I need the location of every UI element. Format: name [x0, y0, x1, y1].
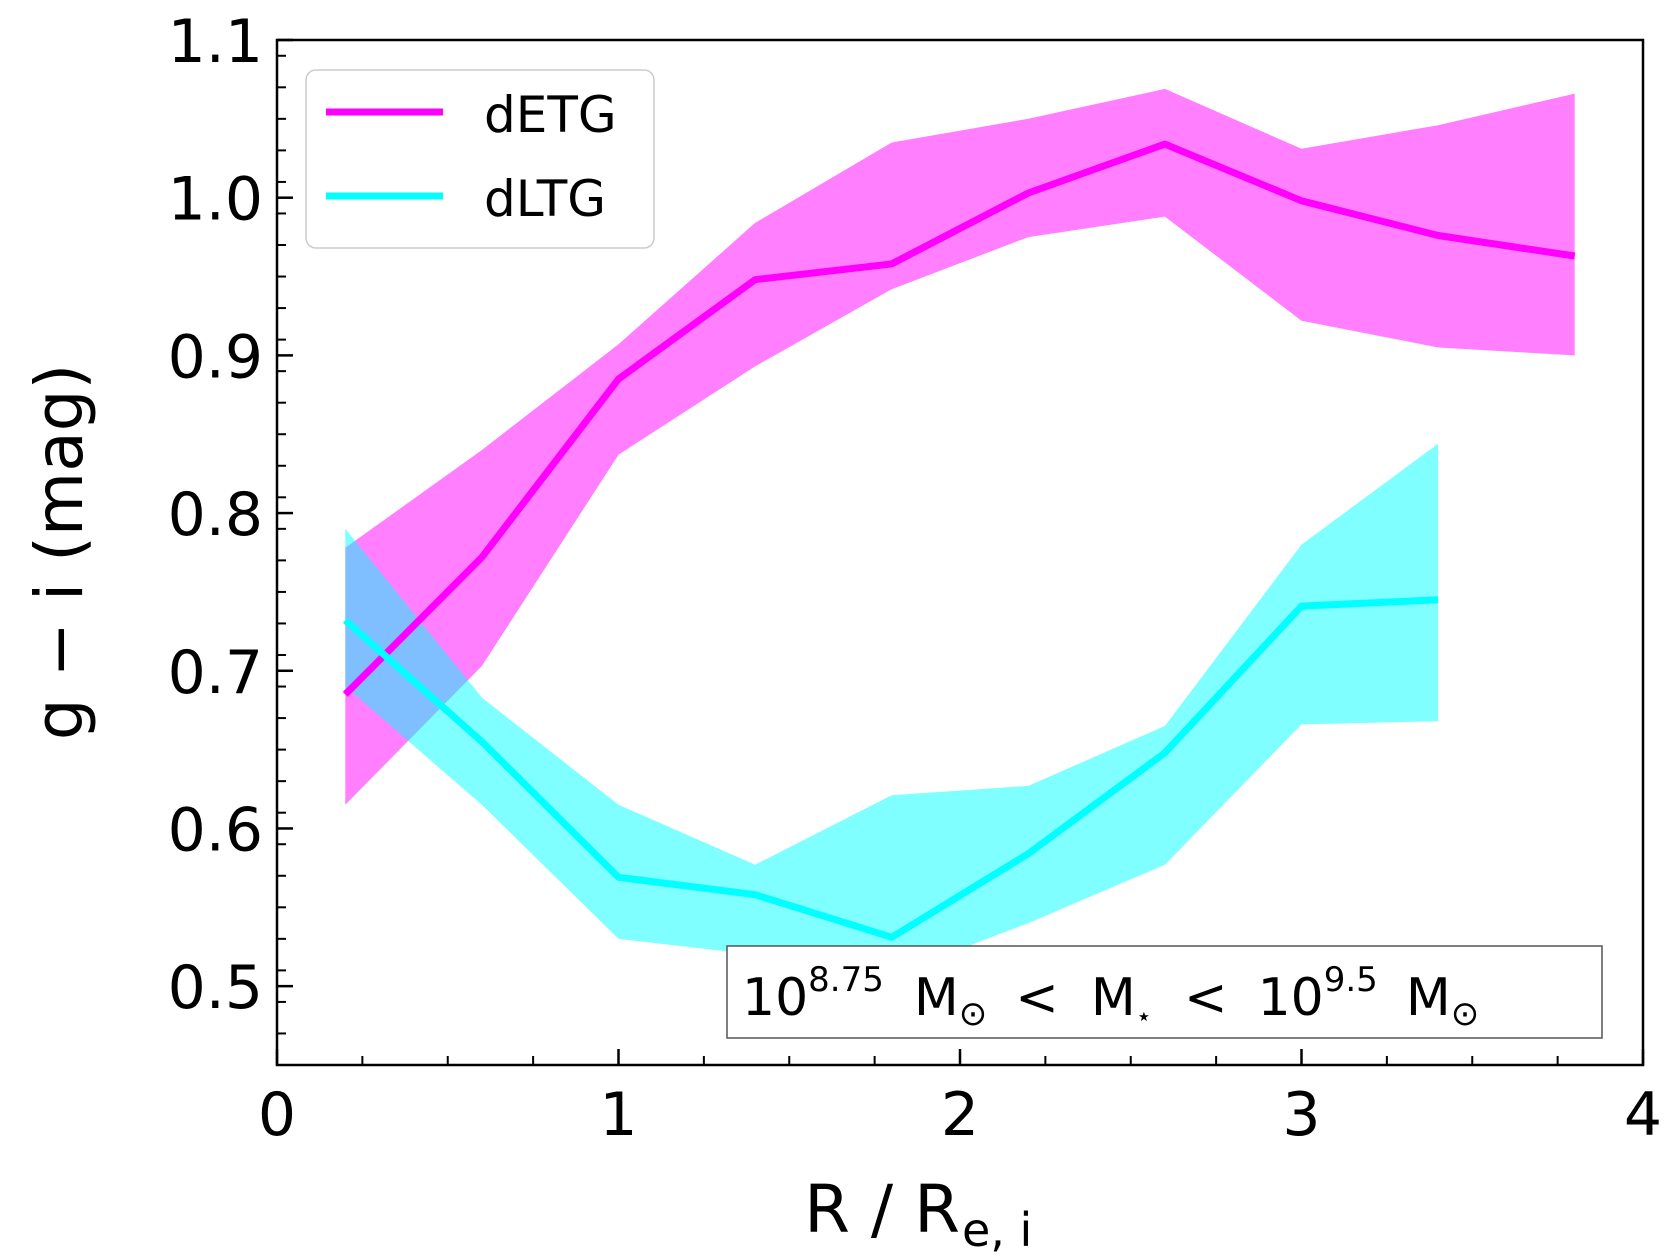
y-tick-label: 0.9 [168, 322, 263, 392]
y-tick-label: 0.7 [168, 638, 263, 708]
x-tick-label: 0 [258, 1080, 296, 1150]
legend-label-detg: dETG [484, 86, 617, 144]
mass-range-annotation: 108.75 M⊙ < M⋆ <109.5 M⊙ [726, 945, 1603, 1039]
legend: dETG dLTG [305, 69, 655, 249]
annotation-mstar: M [1091, 968, 1136, 1028]
y-axis-label: g − i (mag) [21, 364, 98, 741]
x-axis-label-subscript: e, i [962, 1203, 1032, 1257]
annotation-lt-2: < [1184, 968, 1228, 1028]
x-tick-label: 2 [941, 1080, 979, 1150]
annotation-exp-2: 9.5 [1324, 960, 1378, 1000]
sun-symbol-1: ⊙ [959, 994, 988, 1034]
y-tick-label: 0.6 [168, 795, 263, 865]
y-tick-label: 0.8 [168, 480, 263, 550]
annotation-exp-1: 8.75 [808, 960, 884, 1000]
x-axis-label: R / R [804, 1171, 960, 1248]
confidence-bands [345, 88, 1575, 976]
sun-symbol-2: ⊙ [1451, 994, 1480, 1034]
star-symbol: ⋆ [1136, 1002, 1152, 1032]
line-detg [342, 140, 1576, 697]
band-dltg [345, 443, 1439, 976]
annotation-msun-2: M [1406, 968, 1451, 1028]
y-tick-label: 0.5 [168, 953, 263, 1023]
y-tick-label: 1.0 [168, 165, 263, 235]
x-tick-labels: 0 1 2 3 4 [258, 1080, 1662, 1150]
band-detg [345, 88, 1575, 805]
x-tick-label: 3 [1282, 1080, 1320, 1150]
annotation-base-1: 10 [742, 968, 808, 1028]
legend-label-dltg: dLTG [484, 170, 606, 228]
x-tick-label: 1 [599, 1080, 637, 1150]
annotation-msun-1: M [914, 968, 959, 1028]
y-tick-label: 1.1 [168, 7, 263, 77]
annotation-box [726, 945, 1603, 1039]
line-dltg [342, 596, 1439, 941]
series-lines [342, 140, 1576, 941]
annotation-base-2: 10 [1258, 968, 1324, 1028]
y-tick-labels: 0.5 0.6 0.7 0.8 0.9 1.0 1.1 [168, 7, 263, 1023]
axis-ticks [275, 38, 1645, 1066]
annotation-text: 108.75 M⊙ < M⋆ <109.5 M⊙ [742, 960, 1479, 1034]
annotation-lt-1: < [1015, 968, 1059, 1028]
x-tick-label: 4 [1624, 1080, 1662, 1150]
